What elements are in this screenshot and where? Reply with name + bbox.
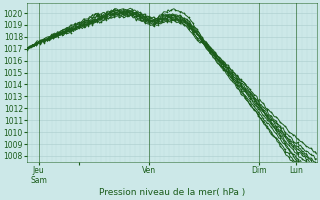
X-axis label: Pression niveau de la mer( hPa ): Pression niveau de la mer( hPa ) — [99, 188, 245, 197]
